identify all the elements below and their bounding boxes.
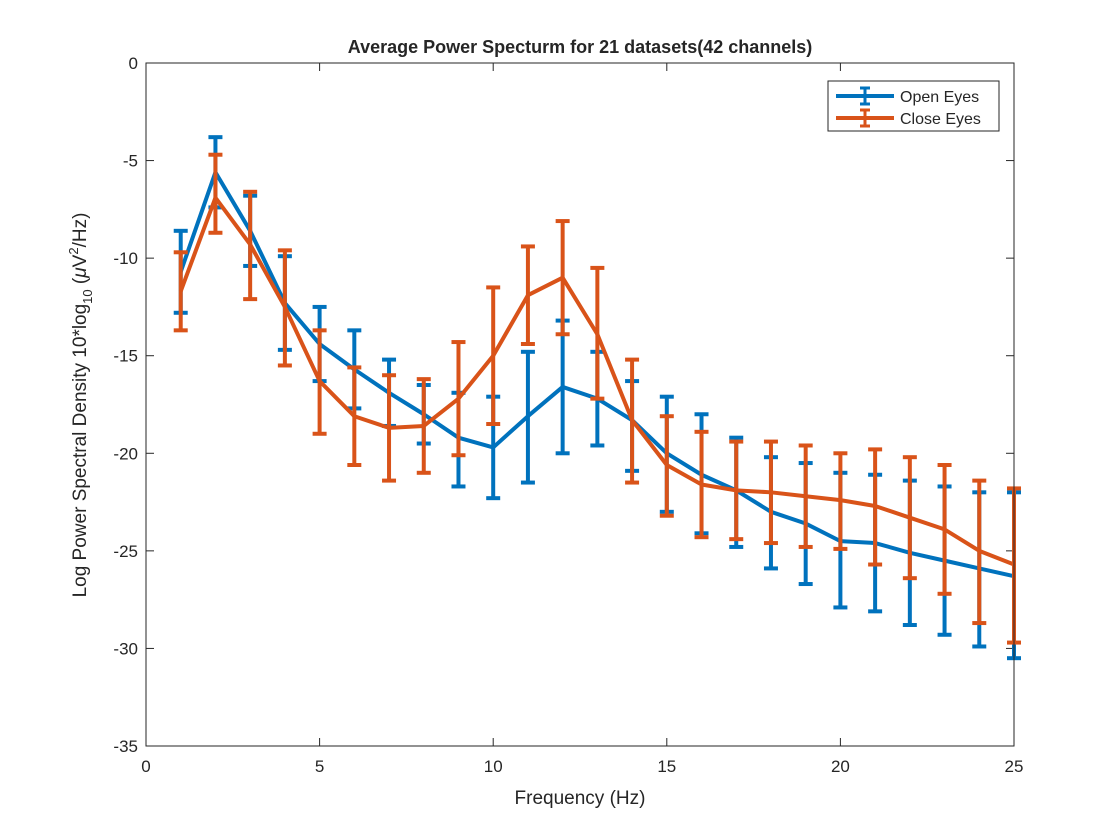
y-axis-label-mu: μ bbox=[70, 267, 91, 279]
x-tick-label: 25 bbox=[1005, 757, 1024, 776]
legend-item: Close Eyes bbox=[836, 108, 981, 128]
legend: Open Eyes Close Eyes bbox=[827, 80, 1000, 132]
x-tick-label: 15 bbox=[657, 757, 676, 776]
y-tick-label: -35 bbox=[113, 737, 138, 756]
y-tick-label: 0 bbox=[129, 54, 138, 73]
series-close-eyes bbox=[173, 152, 1021, 645]
chart-title: Average Power Specturm for 21 datasets(4… bbox=[348, 37, 813, 57]
y-tick-label: -15 bbox=[113, 347, 138, 366]
y-tick-label: -5 bbox=[123, 152, 138, 171]
legend-box bbox=[827, 80, 1000, 132]
legend-item: Open Eyes bbox=[836, 86, 979, 106]
y-axis-label-sub: 10 bbox=[80, 289, 95, 303]
y-tick-label: -25 bbox=[113, 542, 138, 561]
x-tick-label: 10 bbox=[484, 757, 503, 776]
x-tick-label: 0 bbox=[141, 757, 150, 776]
plot-area bbox=[146, 63, 1014, 746]
legend-label: Close Eyes bbox=[900, 111, 981, 128]
ticks: 0 5 10 15 20 25 0 -5 -10 -15 -20 -25 -30 -35 bbox=[113, 54, 1023, 776]
legend-label: Open Eyes bbox=[900, 89, 979, 106]
y-axis-label-prefix: Log Power Spectral Density 10*log bbox=[70, 304, 91, 598]
y-axis-label: Log Power Spectral Density 10*log10 (μV2… bbox=[66, 213, 95, 598]
y-axis-label-mid: ( bbox=[70, 277, 91, 289]
y-axis-label-suffix: /Hz) bbox=[70, 213, 91, 248]
y-tick-label: -30 bbox=[113, 639, 138, 658]
x-tick-label: 5 bbox=[315, 757, 324, 776]
plot-border bbox=[145, 62, 1015, 747]
y-tick-label: -20 bbox=[113, 444, 138, 463]
series-line bbox=[178, 195, 1015, 567]
y-axis-label-unit: V bbox=[70, 254, 91, 267]
x-axis-label: Frequency (Hz) bbox=[515, 788, 646, 809]
y-tick-label: -10 bbox=[113, 249, 138, 268]
x-tick-label: 20 bbox=[831, 757, 850, 776]
y-axis-label-sup: 2 bbox=[66, 247, 81, 254]
